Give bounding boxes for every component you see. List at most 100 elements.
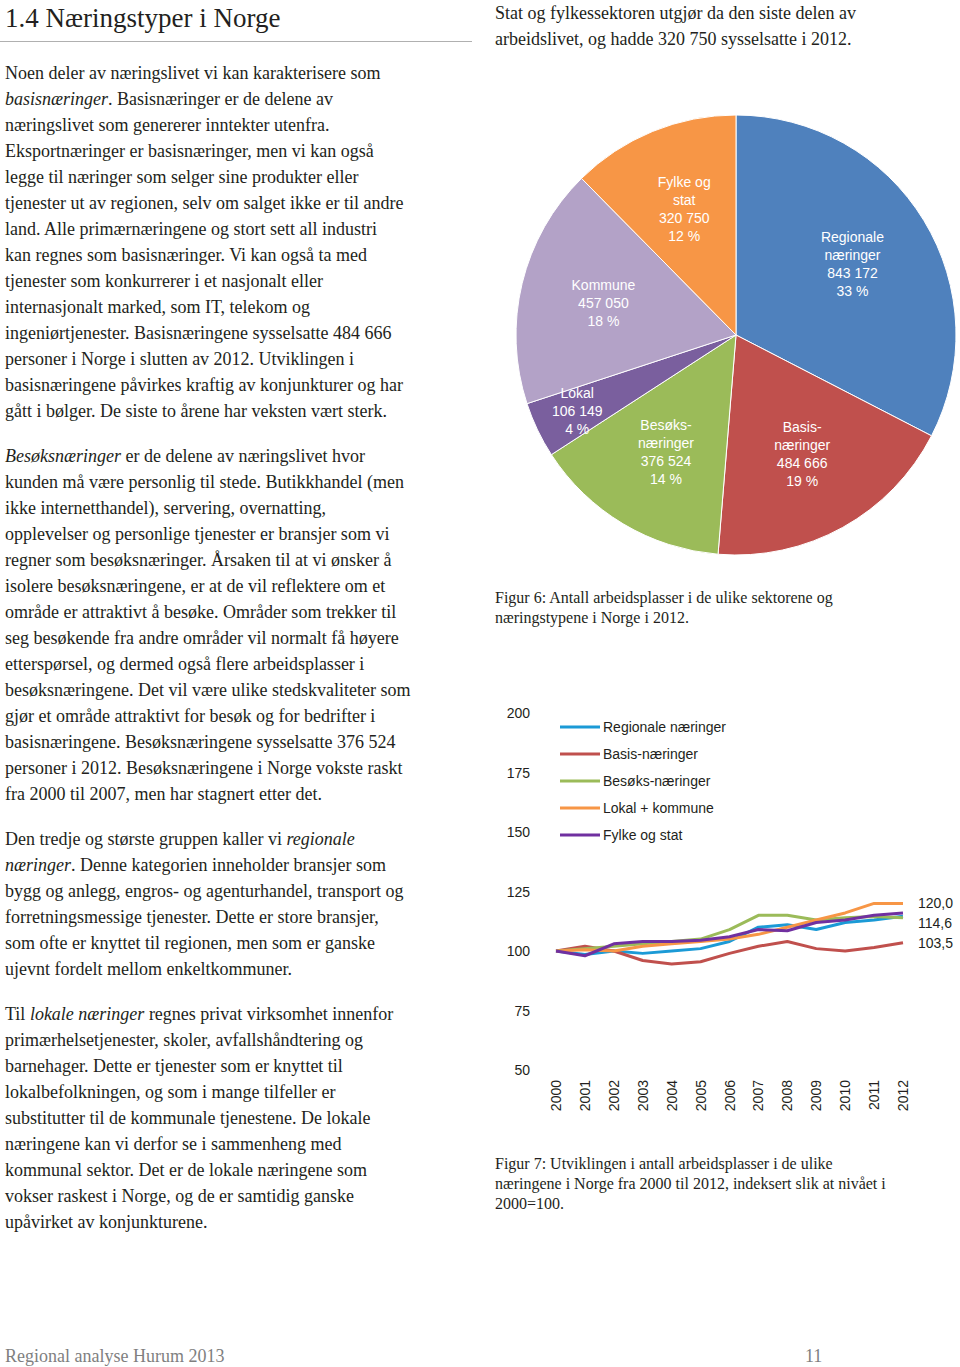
text-run: isolere besøksnæringene, er at de vil re… [5, 576, 385, 596]
italic-run: næringer [5, 855, 71, 875]
text-run: vokser raskest i Norge, og de er samtidi… [5, 1186, 354, 1206]
text-line: internasjonalt marked, som IT, telekom o… [5, 294, 310, 320]
text-line: gjør et område attraktivt for besøk og f… [5, 703, 375, 729]
text-run: som ofte er knyttet til regionen, men so… [5, 933, 375, 953]
y-tick-label: 50 [514, 1062, 530, 1078]
text-line: substitutter til de kommunale tjenestene… [5, 1105, 370, 1131]
text-line: ikke internetthandel), servering, overna… [5, 495, 326, 521]
text-line: upåvirket av konjunkturene. [5, 1209, 207, 1235]
text-run: personer i 2012. Besøksnæringene i Norge… [5, 758, 403, 778]
slice-category: Lokal [560, 385, 593, 401]
text-line: opplevelser og personlige tjenester er b… [5, 521, 389, 547]
legend-label: Fylke og stat [603, 827, 682, 843]
pie-slice [718, 335, 932, 555]
legend-swatch [560, 780, 600, 783]
figure-caption: næringene i Norge fra 2000 til 2012, ind… [495, 1174, 886, 1194]
text-run: . Basisnæringer er de delene av [108, 89, 333, 109]
text-run: Til [5, 1004, 30, 1024]
text-run: tjenester ut av regionen, selv om salget… [5, 193, 403, 213]
text-run: legge til næringer som selger sine produ… [5, 167, 358, 187]
y-tick-label: 150 [507, 824, 531, 840]
end-value-label: 103,5 [918, 935, 953, 951]
slice-category: Regionale [821, 229, 884, 245]
slice-category: Fylke og [658, 174, 711, 190]
text-line: personer i 2012. Besøksnæringene i Norge… [5, 755, 403, 781]
slice-value: 843 172 [827, 265, 878, 281]
text-run: Noen deler av næringslivet vi kan karakt… [5, 63, 380, 83]
text-line: kommunal sektor. Det er de lokale næring… [5, 1157, 367, 1183]
slice-percent: 14 % [650, 471, 682, 487]
text-line: basisnæringene påvirkes kraftig av konju… [5, 372, 403, 398]
legend-swatch [560, 834, 600, 837]
slice-percent: 12 % [668, 228, 700, 244]
title-rule [0, 41, 472, 42]
text-line: land. Alle primærnæringene og stort sett… [5, 216, 377, 242]
text-line: vokser raskest i Norge, og de er samtidi… [5, 1183, 354, 1209]
figure-caption: Figur 6: Antall arbeidsplasser i de ulik… [495, 588, 833, 608]
text-line: ujevnt fordelt mellom enkeltkommuner. [5, 956, 292, 982]
text-run: internasjonalt marked, som IT, telekom o… [5, 297, 310, 317]
slice-value: 376 524 [641, 453, 692, 469]
text-run: område er attraktivt å besøke. Områder s… [5, 602, 396, 622]
italic-run: regionale [286, 829, 354, 849]
text-line: tjenester ut av regionen, selv om salget… [5, 190, 403, 216]
text-run: basisnæringene. Besøksnæringene sysselsa… [5, 732, 395, 752]
x-tick-label: 2000 [548, 1080, 564, 1111]
text-run: primærhelsetjenester, skoler, avfallshån… [5, 1030, 363, 1050]
end-value-label: 120,0 [918, 895, 953, 911]
text-run: kommunal sektor. Det er de lokale næring… [5, 1160, 367, 1180]
text-line: etterspørsel, og dermed også flere arbei… [5, 651, 364, 677]
text-line: næringslivet som genererer inntekter ute… [5, 112, 329, 138]
text-line: basisnæringer. Basisnæringer er de delen… [5, 86, 333, 112]
text-run: seg besøkende fra andre områder vil norm… [5, 628, 399, 648]
y-tick-label: 75 [514, 1003, 530, 1019]
text-line: som ofte er knyttet til regionen, men so… [5, 930, 375, 956]
y-tick-label: 200 [507, 705, 531, 721]
slice-percent: 18 % [587, 313, 619, 329]
x-tick-label: 2009 [808, 1080, 824, 1111]
text-line: Eksportnæringer er basisnæringer, men vi… [5, 138, 374, 164]
text-line: Noen deler av næringslivet vi kan karakt… [5, 60, 380, 86]
text-run: personer i Norge i slutten av 2012. Utvi… [5, 349, 354, 369]
text-run: lokalbefolkningen, og som i mange tilfel… [5, 1082, 335, 1102]
slice-category: næringer [638, 435, 694, 451]
text-line: besøksnæringene. Det vil være ulike sted… [5, 677, 410, 703]
legend-swatch [560, 726, 600, 729]
text-run: kan regnes som basisnæringer. Vi kan ogs… [5, 245, 367, 265]
legend-label: Basis-næringer [603, 746, 698, 762]
text-run: bygg og anlegg, engros- og agenturhandel… [5, 881, 403, 901]
series-line [556, 903, 903, 951]
text-line: arbeidslivet, og hadde 320 750 sysselsat… [495, 26, 851, 52]
text-run: gjør et område attraktivt for besøk og f… [5, 706, 375, 726]
text-line: næringene kan vi derfor se i sammenheng … [5, 1131, 341, 1157]
x-tick-label: 2012 [895, 1080, 911, 1111]
x-tick-label: 2003 [635, 1080, 651, 1111]
text-run: etterspørsel, og dermed også flere arbei… [5, 654, 364, 674]
slice-category: næringer [824, 247, 880, 263]
text-line: område er attraktivt å besøke. Områder s… [5, 599, 396, 625]
x-tick-label: 2011 [866, 1080, 882, 1110]
slice-category: Besøks- [640, 417, 692, 433]
text-line: gått i bølger. De siste to årene har vek… [5, 398, 387, 424]
text-run: gått i bølger. De siste to årene har vek… [5, 401, 387, 421]
text-run: ujevnt fordelt mellom enkeltkommuner. [5, 959, 292, 979]
text-line: Til lokale næringer regnes privat virkso… [5, 1001, 393, 1027]
plot-area [556, 903, 903, 964]
end-value-label: 114,6 [918, 915, 952, 931]
figure-caption: 2000=100. [495, 1194, 564, 1214]
x-tick-label: 2004 [664, 1080, 680, 1111]
legend-label: Besøks-næringer [603, 773, 711, 789]
slice-category: Basis- [783, 419, 822, 435]
legend-label: Regionale næringer [603, 719, 726, 735]
x-tick-label: 2005 [693, 1080, 709, 1111]
text-line: fra 2000 til 2007, men har stagnert ette… [5, 781, 322, 807]
slice-category: stat [673, 192, 696, 208]
x-tick-label: 2007 [750, 1080, 766, 1111]
text-run: barnehager. Dette er tjenester som er kn… [5, 1056, 343, 1076]
text-line: bygg og anlegg, engros- og agenturhandel… [5, 878, 403, 904]
text-line: isolere besøksnæringene, er at de vil re… [5, 573, 385, 599]
line-chart: 5075100125150175200200020012002200320042… [495, 700, 960, 1130]
text-run: fra 2000 til 2007, men har stagnert ette… [5, 784, 322, 804]
y-tick-label: 100 [507, 943, 531, 959]
slice-value: 106 149 [552, 403, 603, 419]
